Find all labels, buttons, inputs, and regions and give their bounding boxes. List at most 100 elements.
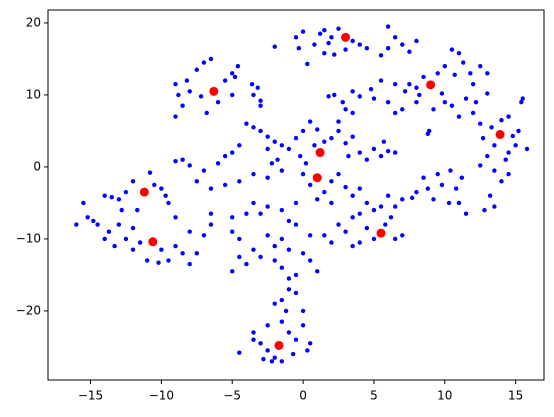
- point: [364, 200, 370, 206]
- point: [230, 92, 235, 98]
- point: [329, 179, 334, 184]
- point: [130, 179, 136, 184]
- point: [393, 35, 398, 40]
- point: [300, 323, 306, 328]
- point: [187, 163, 192, 168]
- point: [435, 71, 440, 76]
- point: [499, 179, 504, 184]
- y-tick-label: 20: [26, 15, 41, 29]
- point: [184, 78, 190, 83]
- point: [187, 229, 192, 234]
- point: [145, 258, 150, 263]
- y-tick-label: 10: [26, 87, 41, 101]
- point: [119, 207, 124, 213]
- point: [139, 187, 149, 197]
- point: [258, 128, 263, 134]
- point: [378, 204, 384, 209]
- point: [215, 99, 221, 105]
- point: [343, 184, 348, 190]
- point: [371, 96, 377, 101]
- point: [307, 119, 313, 124]
- point: [393, 81, 398, 87]
- point: [439, 182, 445, 188]
- point: [204, 110, 209, 116]
- point: [290, 351, 296, 357]
- point: [503, 157, 508, 162]
- point: [402, 89, 408, 94]
- point: [305, 61, 310, 67]
- point: [293, 337, 299, 342]
- point: [322, 50, 327, 56]
- point: [332, 52, 337, 57]
- point: [329, 135, 334, 141]
- point: [230, 269, 235, 274]
- point: [208, 56, 214, 62]
- point: [208, 211, 214, 216]
- point: [480, 135, 486, 141]
- point: [279, 297, 285, 303]
- point: [487, 193, 493, 198]
- point: [439, 91, 445, 96]
- point: [393, 110, 398, 116]
- point: [159, 186, 164, 191]
- point: [506, 114, 511, 119]
- point: [269, 359, 275, 364]
- point: [237, 179, 242, 184]
- point: [261, 356, 266, 362]
- point: [208, 186, 214, 191]
- point: [376, 228, 386, 238]
- point: [425, 131, 430, 137]
- point: [230, 215, 235, 220]
- point: [173, 114, 178, 119]
- point: [371, 207, 377, 213]
- point: [258, 254, 263, 260]
- point: [244, 211, 249, 216]
- point: [293, 135, 299, 141]
- point: [258, 98, 263, 103]
- point: [499, 117, 504, 123]
- point: [364, 157, 370, 162]
- point: [495, 130, 505, 140]
- point: [322, 27, 327, 33]
- point: [159, 247, 164, 252]
- point: [350, 215, 355, 220]
- point: [272, 258, 277, 263]
- point: [492, 168, 497, 173]
- point: [329, 35, 334, 40]
- x-tick-label: 15: [508, 389, 523, 403]
- point: [407, 81, 412, 87]
- point: [513, 143, 518, 148]
- point: [478, 163, 483, 168]
- point: [506, 171, 511, 177]
- point: [95, 222, 100, 227]
- point: [208, 222, 214, 227]
- point: [414, 85, 419, 90]
- point: [357, 42, 362, 47]
- point: [393, 204, 398, 209]
- point: [364, 45, 370, 51]
- point: [194, 251, 199, 256]
- point: [265, 146, 270, 152]
- point: [470, 110, 476, 116]
- point: [385, 99, 391, 105]
- point: [81, 200, 86, 206]
- point: [336, 171, 341, 177]
- point: [300, 29, 306, 34]
- point: [478, 121, 483, 126]
- point: [489, 125, 494, 130]
- y-tick-label: −10: [16, 231, 41, 245]
- point: [520, 96, 525, 101]
- point: [346, 153, 351, 159]
- point: [414, 99, 419, 105]
- point: [272, 243, 277, 249]
- point: [322, 189, 327, 195]
- point: [258, 341, 263, 346]
- point: [303, 161, 309, 166]
- point: [385, 45, 391, 51]
- point: [222, 153, 228, 159]
- point: [343, 229, 348, 234]
- point: [237, 143, 242, 148]
- point: [163, 193, 168, 198]
- point: [279, 168, 285, 173]
- point: [148, 237, 158, 247]
